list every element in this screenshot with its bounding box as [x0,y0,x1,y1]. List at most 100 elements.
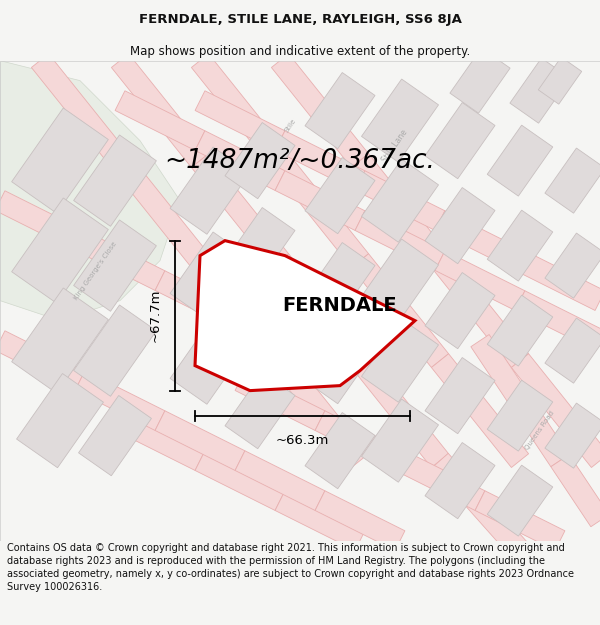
Polygon shape [271,154,368,268]
Polygon shape [235,311,325,371]
Polygon shape [271,354,368,468]
Polygon shape [112,54,209,168]
Polygon shape [425,357,495,434]
Polygon shape [170,232,250,319]
Polygon shape [305,412,375,489]
Polygon shape [352,254,449,368]
Text: King George's Close: King George's Close [73,241,118,301]
Polygon shape [225,372,295,449]
Polygon shape [225,208,295,284]
Polygon shape [235,451,325,511]
Polygon shape [511,354,600,468]
Text: Stile Lane: Stile Lane [380,127,410,164]
Polygon shape [195,91,285,151]
Polygon shape [74,305,157,396]
Polygon shape [435,251,525,311]
Polygon shape [545,233,600,298]
Text: Map shows position and indicative extent of the property.: Map shows position and indicative extent… [130,45,470,58]
Polygon shape [315,411,405,471]
Polygon shape [191,154,289,268]
Text: FERNDALE, STILE LANE, RAYLEIGH, SS6 8JA: FERNDALE, STILE LANE, RAYLEIGH, SS6 8JA [139,13,461,26]
Polygon shape [79,396,151,476]
Polygon shape [361,239,439,322]
Polygon shape [275,171,365,231]
Polygon shape [352,154,449,268]
Polygon shape [545,403,600,468]
Polygon shape [510,58,570,123]
Polygon shape [361,319,439,402]
Polygon shape [74,135,157,226]
Polygon shape [74,220,157,311]
Polygon shape [191,254,289,368]
Polygon shape [112,154,209,268]
Polygon shape [17,374,103,468]
Polygon shape [155,271,245,331]
Polygon shape [195,241,415,391]
Polygon shape [225,292,295,369]
Polygon shape [170,317,250,404]
Text: Contains OS data © Crown copyright and database right 2021. This information is : Contains OS data © Crown copyright and d… [7,543,574,592]
Polygon shape [305,158,375,234]
Polygon shape [195,451,285,511]
Polygon shape [487,295,553,366]
Polygon shape [0,61,180,321]
Polygon shape [305,328,375,404]
Polygon shape [361,79,439,162]
Polygon shape [355,171,445,231]
Polygon shape [487,125,553,196]
Polygon shape [425,188,495,264]
Polygon shape [11,288,109,393]
Text: ~1487m²/~0.367ac.: ~1487m²/~0.367ac. [164,148,436,174]
Polygon shape [431,254,529,368]
Polygon shape [305,242,375,319]
Polygon shape [271,54,368,168]
Polygon shape [475,491,565,551]
Polygon shape [511,394,569,467]
Polygon shape [155,411,245,471]
Polygon shape [11,198,109,303]
Polygon shape [431,354,529,468]
Polygon shape [487,465,553,536]
Polygon shape [515,291,600,351]
Polygon shape [395,451,485,511]
Polygon shape [487,210,553,281]
Polygon shape [355,211,445,271]
Polygon shape [235,371,325,431]
Polygon shape [0,331,85,391]
Polygon shape [352,354,449,468]
Polygon shape [450,48,510,113]
Polygon shape [0,191,85,251]
Polygon shape [170,147,250,234]
Polygon shape [75,371,165,431]
Polygon shape [115,91,205,151]
Polygon shape [545,318,600,383]
Polygon shape [435,211,525,271]
Polygon shape [487,380,553,451]
Polygon shape [75,231,165,291]
Polygon shape [31,54,128,168]
Polygon shape [425,442,495,519]
Polygon shape [11,108,109,213]
Text: Queens Road: Queens Road [524,410,556,451]
Polygon shape [425,102,495,179]
Polygon shape [275,131,365,191]
Polygon shape [191,54,289,168]
Polygon shape [195,131,285,191]
Polygon shape [432,453,528,558]
Polygon shape [271,254,368,368]
Polygon shape [425,272,495,349]
Text: ~67.7m: ~67.7m [149,289,161,342]
Polygon shape [361,159,439,242]
Polygon shape [225,122,295,199]
Polygon shape [275,491,365,551]
Polygon shape [305,72,375,149]
Polygon shape [545,148,600,213]
Text: ~66.3m: ~66.3m [276,434,329,447]
Polygon shape [471,334,529,407]
Polygon shape [538,57,582,104]
Polygon shape [551,454,600,527]
Polygon shape [115,411,205,471]
Polygon shape [315,491,405,551]
Text: Stile: Stile [283,118,297,134]
Polygon shape [361,399,439,482]
